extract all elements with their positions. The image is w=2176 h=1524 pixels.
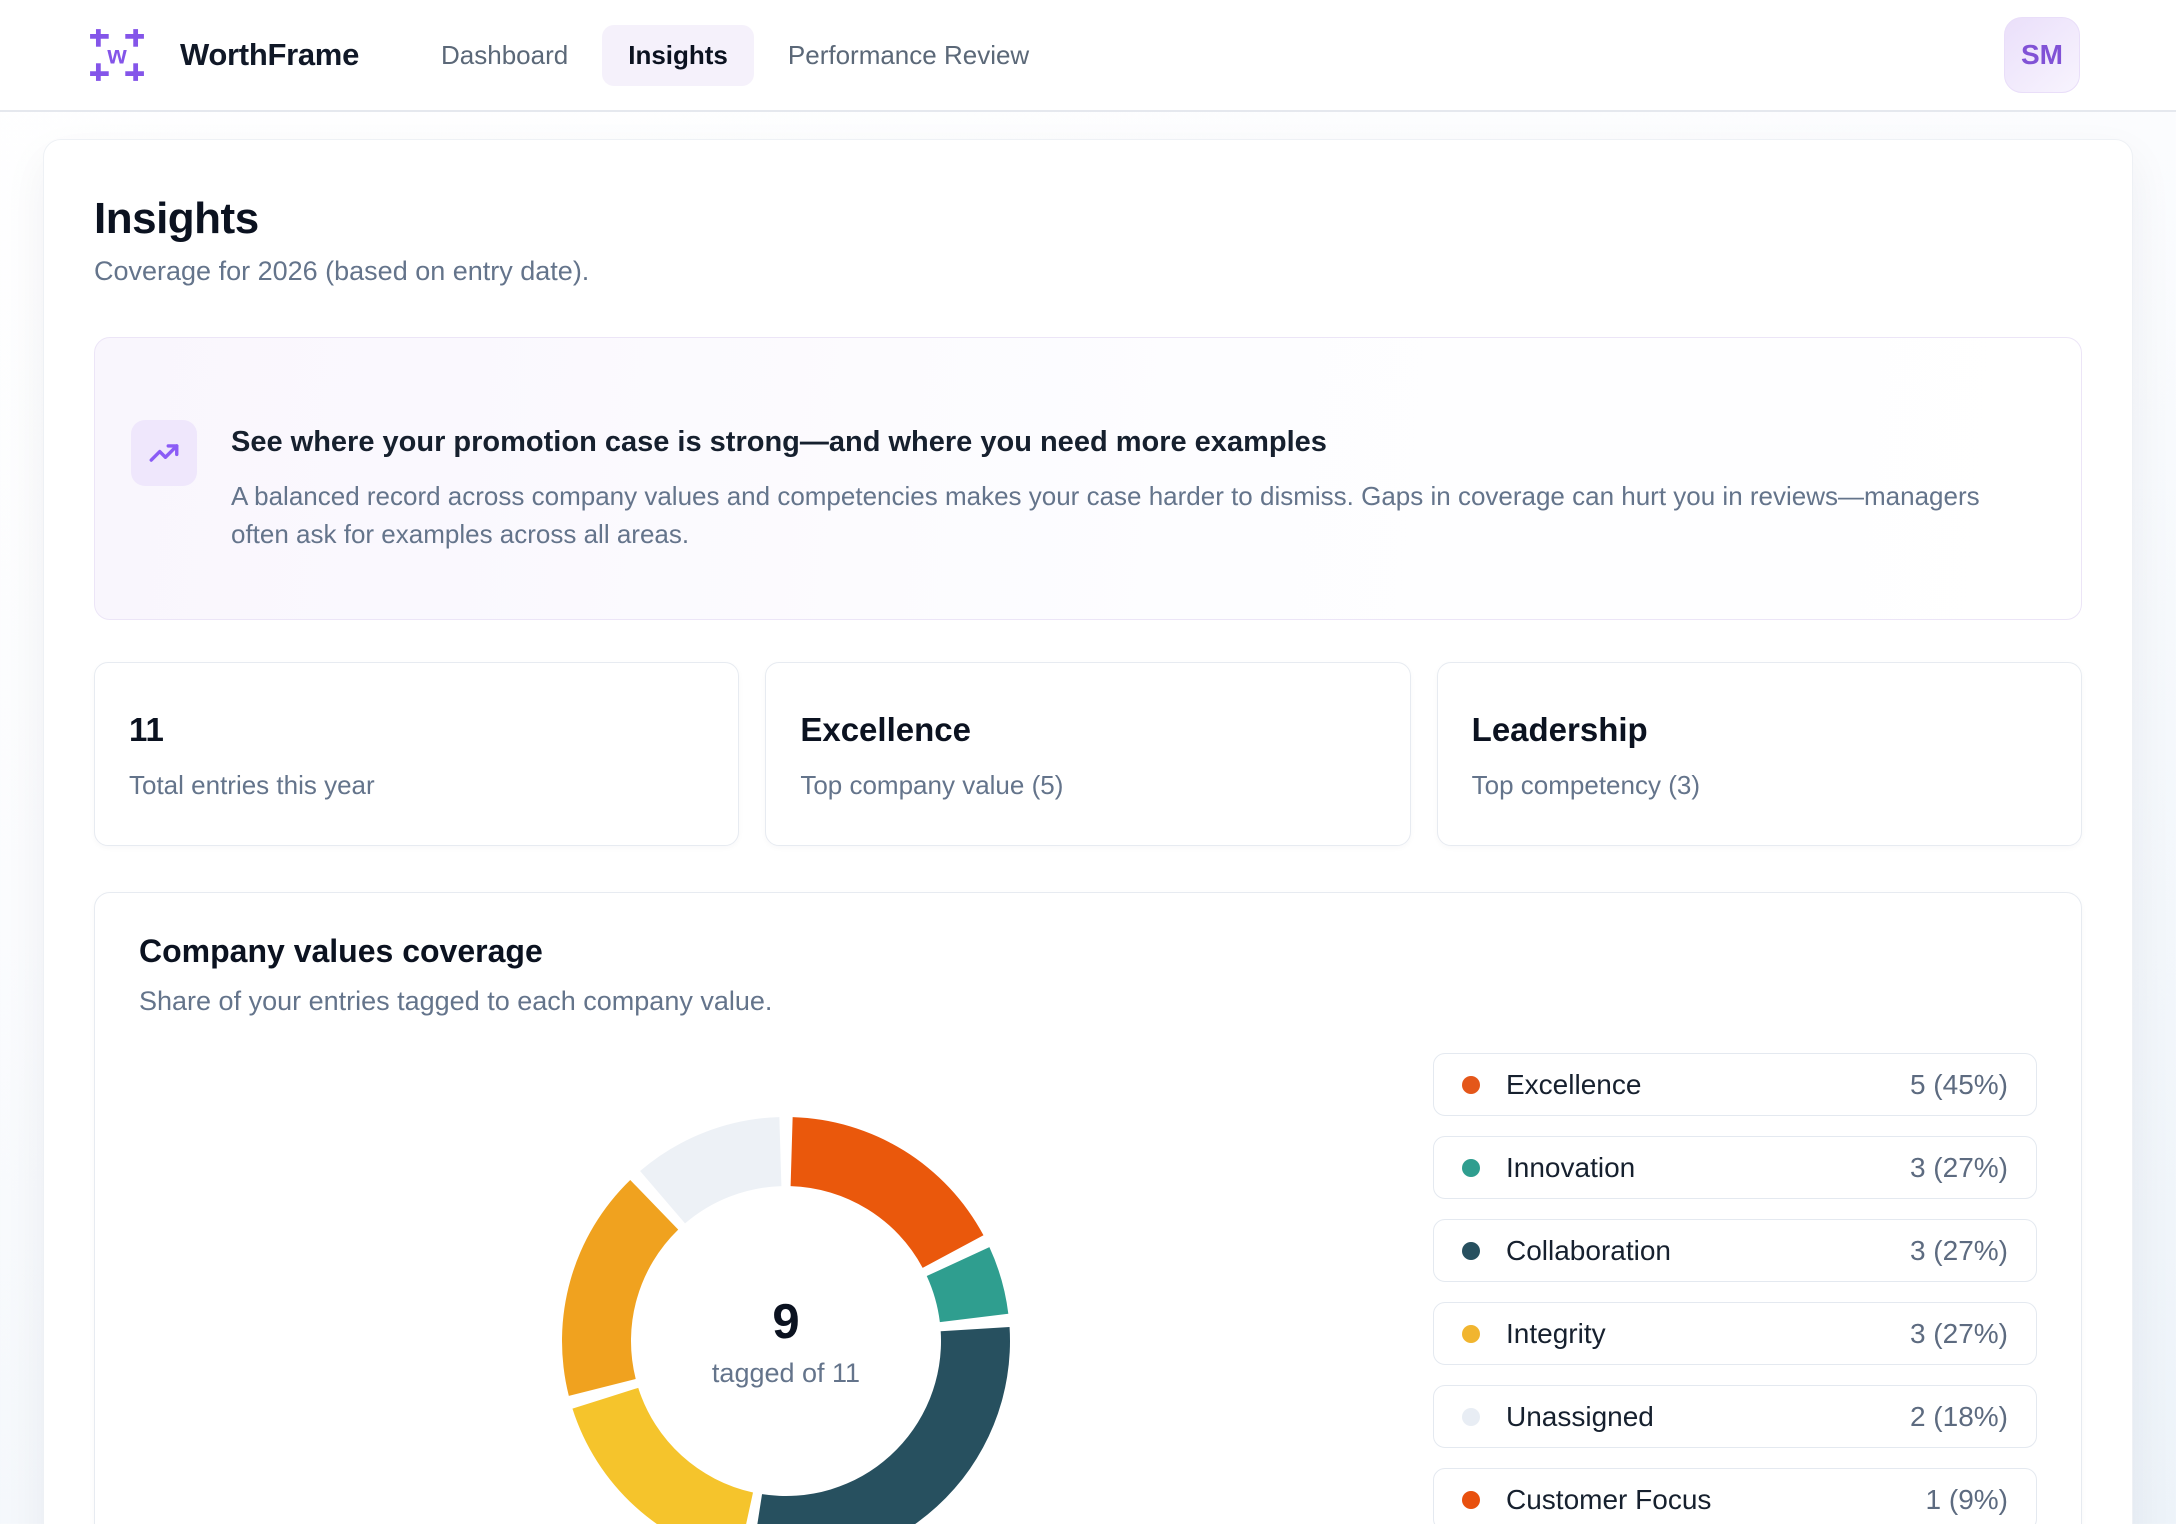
legend-row-customer-focus: Customer Focus 1 (9%) [1433, 1468, 2037, 1524]
trending-up-icon [131, 420, 197, 486]
donut-segment [757, 1326, 1010, 1524]
legend-dot [1462, 1490, 1480, 1509]
donut-svg [562, 1117, 1010, 1524]
legend-dot [1462, 1158, 1480, 1177]
legend-value: 2 (18%) [1909, 1400, 2008, 1432]
donut-segment [572, 1387, 754, 1524]
stat-label: Total entries this year [129, 770, 375, 800]
callout-body: A balanced record across company values … [231, 481, 1980, 549]
stat-label: Top company value (5) [800, 770, 1064, 800]
app-header: w WorthFrame Dashboard Insights Performa… [0, 0, 2176, 112]
page-subtitle: Coverage for 2026 (based on entry date). [94, 256, 590, 286]
legend-value: 3 (27%) [1909, 1234, 2008, 1266]
main-nav: Dashboard Insights Performance Review [415, 24, 1055, 86]
legend-label: Innovation [1506, 1151, 1636, 1183]
donut-segment [926, 1247, 1009, 1323]
values-legend: Excellence 5 (45%) Innovation 3 (27%) Co… [1433, 1053, 2037, 1524]
svg-text:w: w [106, 42, 127, 69]
legend-label: Unassigned [1506, 1400, 1654, 1432]
donut-chart: 9 tagged of 11 [556, 1111, 1016, 1524]
user-avatar[interactable]: SM [2004, 17, 2080, 93]
legend-dot [1462, 1241, 1480, 1260]
donut-chart-area: 9 tagged of 11 [139, 1053, 1433, 1524]
legend-row-collaboration: Collaboration 3 (27%) [1433, 1219, 2037, 1282]
callout-title: See where your promotion case is strong—… [231, 426, 1327, 458]
stat-card-total-entries: 11 Total entries this year [94, 662, 740, 846]
legend-value: 5 (45%) [1909, 1068, 2008, 1100]
nav-item-performance-review[interactable]: Performance Review [787, 39, 1030, 70]
company-values-coverage-card: Company values coverage Share of your en… [94, 892, 2082, 1524]
donut-segment [562, 1180, 679, 1396]
legend-row-integrity: Integrity 3 (27%) [1433, 1302, 2037, 1365]
stat-card-top-competency: Leadership Top competency (3) [1436, 662, 2082, 846]
legend-label: Customer Focus [1506, 1483, 1712, 1515]
legend-dot [1462, 1075, 1480, 1094]
stat-value: 11 [129, 711, 164, 748]
promotion-callout: See where your promotion case is strong—… [94, 337, 2082, 620]
legend-dot [1462, 1324, 1480, 1343]
stat-label: Top competency (3) [1471, 770, 1700, 800]
nav-item-dashboard[interactable]: Dashboard [441, 39, 569, 70]
callout-content: See where your promotion case is strong—… [231, 420, 2037, 553]
frame-logo-icon: w [88, 26, 146, 84]
legend-row-unassigned: Unassigned 2 (18%) [1433, 1385, 2037, 1448]
legend-label: Excellence [1506, 1068, 1642, 1100]
stat-value: Leadership [1471, 711, 1648, 748]
legend-value: 3 (27%) [1909, 1151, 2008, 1183]
legend-dot [1462, 1407, 1480, 1426]
chart-row: 9 tagged of 11 Excellence 5 (45%) Innova… [139, 1053, 2037, 1524]
legend-row-innovation: Innovation 3 (27%) [1433, 1136, 2037, 1199]
legend-row-excellence: Excellence 5 (45%) [1433, 1053, 2037, 1116]
stat-cards: 11 Total entries this year Excellence To… [94, 662, 2082, 846]
nav-item-insights[interactable]: Insights [602, 24, 754, 86]
legend-label: Integrity [1506, 1317, 1606, 1349]
stat-card-top-value: Excellence Top company value (5) [765, 662, 1411, 846]
insights-panel: Insights Coverage for 2026 (based on ent… [43, 139, 2133, 1524]
brand-name: WorthFrame [180, 37, 360, 72]
legend-value: 1 (9%) [1925, 1483, 2008, 1515]
legend-label: Collaboration [1506, 1234, 1671, 1266]
legend-value: 3 (27%) [1909, 1317, 2008, 1349]
section-title: Company values coverage [139, 933, 543, 969]
section-caption: Share of your entries tagged to each com… [139, 986, 773, 1016]
donut-segment [790, 1117, 984, 1268]
page-title: Insights [94, 194, 259, 243]
stat-value: Excellence [800, 711, 971, 748]
donut-segment [640, 1117, 782, 1224]
